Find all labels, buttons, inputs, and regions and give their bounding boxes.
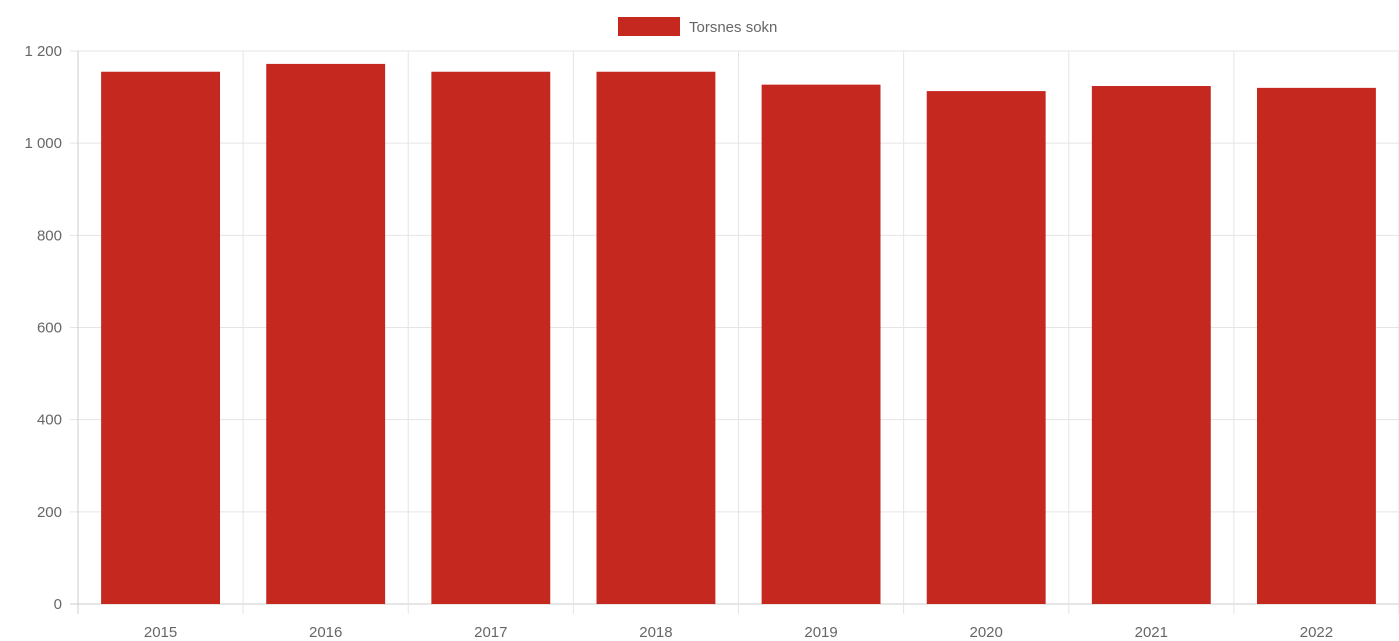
x-tick-label: 2022 <box>1300 624 1333 641</box>
y-tick-label: 1 000 <box>24 135 62 152</box>
x-tick-label: 2017 <box>474 624 507 641</box>
chart-bars <box>101 63 1376 605</box>
x-axis: 2015 2016 2017 2018 2019 2020 2021 2022 <box>144 624 1333 641</box>
y-axis: 0 200 400 600 800 1 000 1 200 <box>24 43 62 613</box>
bar-2017[interactable] <box>431 71 551 605</box>
bar-2018[interactable] <box>596 71 716 605</box>
bar-2015[interactable] <box>101 71 221 605</box>
bar-2022[interactable] <box>1256 87 1376 604</box>
y-tick-label: 800 <box>37 227 62 244</box>
y-tick-label: 200 <box>37 504 62 521</box>
bar-2020[interactable] <box>926 91 1046 604</box>
x-tick-label: 2015 <box>144 624 177 641</box>
y-tick-label: 1 200 <box>24 43 62 60</box>
y-tick-label: 0 <box>54 596 62 613</box>
bar-2021[interactable] <box>1091 86 1211 605</box>
x-tick-label: 2016 <box>309 624 342 641</box>
y-tick-label: 600 <box>37 320 62 337</box>
x-tick-label: 2018 <box>639 624 672 641</box>
legend-swatch-torsnes-sokn <box>618 17 680 36</box>
bar-2019[interactable] <box>761 84 881 605</box>
x-tick-label: 2021 <box>1135 624 1168 641</box>
x-tick-label: 2020 <box>970 624 1003 641</box>
legend-label-torsnes-sokn: Torsnes sokn <box>689 19 777 36</box>
x-tick-label: 2019 <box>804 624 837 641</box>
bar-2016[interactable] <box>266 63 386 605</box>
chart-legend[interactable]: Torsnes sokn <box>618 17 777 36</box>
y-tick-label: 400 <box>37 412 62 429</box>
